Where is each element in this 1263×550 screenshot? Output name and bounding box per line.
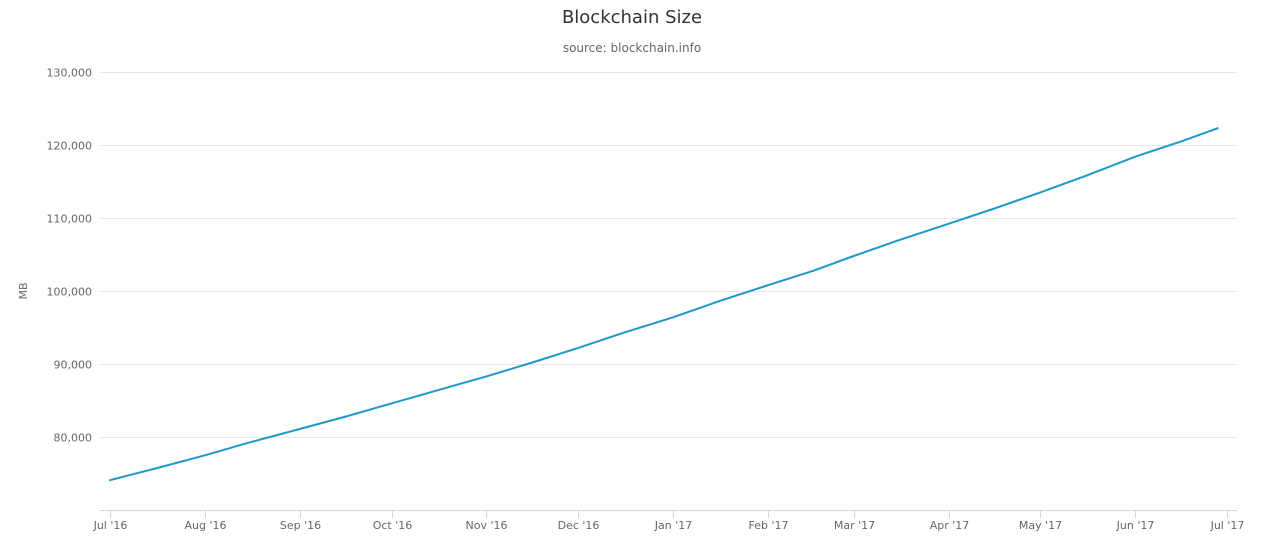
y-tick-label: 90,000 [54, 359, 93, 372]
y-axis-title: MB [17, 282, 30, 299]
x-tick-label: Sep '16 [280, 519, 321, 532]
x-tick-label: Mar '17 [834, 519, 875, 532]
x-tick-label: May '17 [1019, 519, 1062, 532]
y-tick-label: 80,000 [54, 432, 93, 445]
x-tick-label: Dec '16 [558, 519, 600, 532]
x-axis: Jul '16 Aug '16 Sep '16 Oct '16 Nov '16 Dec '… [93, 510, 1245, 532]
y-tick-label: 120,000 [47, 140, 93, 153]
series-layer [109, 127, 1219, 482]
chart-title: Blockchain Size [562, 7, 702, 28]
x-tick-label: Jan '17 [654, 519, 692, 532]
x-tick-label: Jun '17 [1116, 519, 1155, 532]
x-tick-label: Feb '17 [749, 519, 789, 532]
y-tick-label: 110,000 [47, 213, 93, 226]
y-axis-ticks: 80,000 90,000 100,000 110,000 120,000 130,000 [47, 67, 93, 445]
y-tick-label: 130,000 [47, 67, 93, 80]
x-tick-label: Apr '17 [930, 519, 970, 532]
x-tick-label: Oct '16 [373, 519, 413, 532]
x-tick-label: Jul '16 [93, 519, 128, 532]
chart-subtitle: source: blockchain.info [563, 41, 701, 55]
x-tick-label: Jul '17 [1210, 519, 1245, 532]
y-tick-label: 100,000 [47, 286, 93, 299]
x-tick-label: Aug '16 [185, 519, 227, 532]
x-tick-label: Nov '16 [466, 519, 508, 532]
gridlines [100, 72, 1237, 438]
series-line[interactable] [109, 127, 1219, 482]
